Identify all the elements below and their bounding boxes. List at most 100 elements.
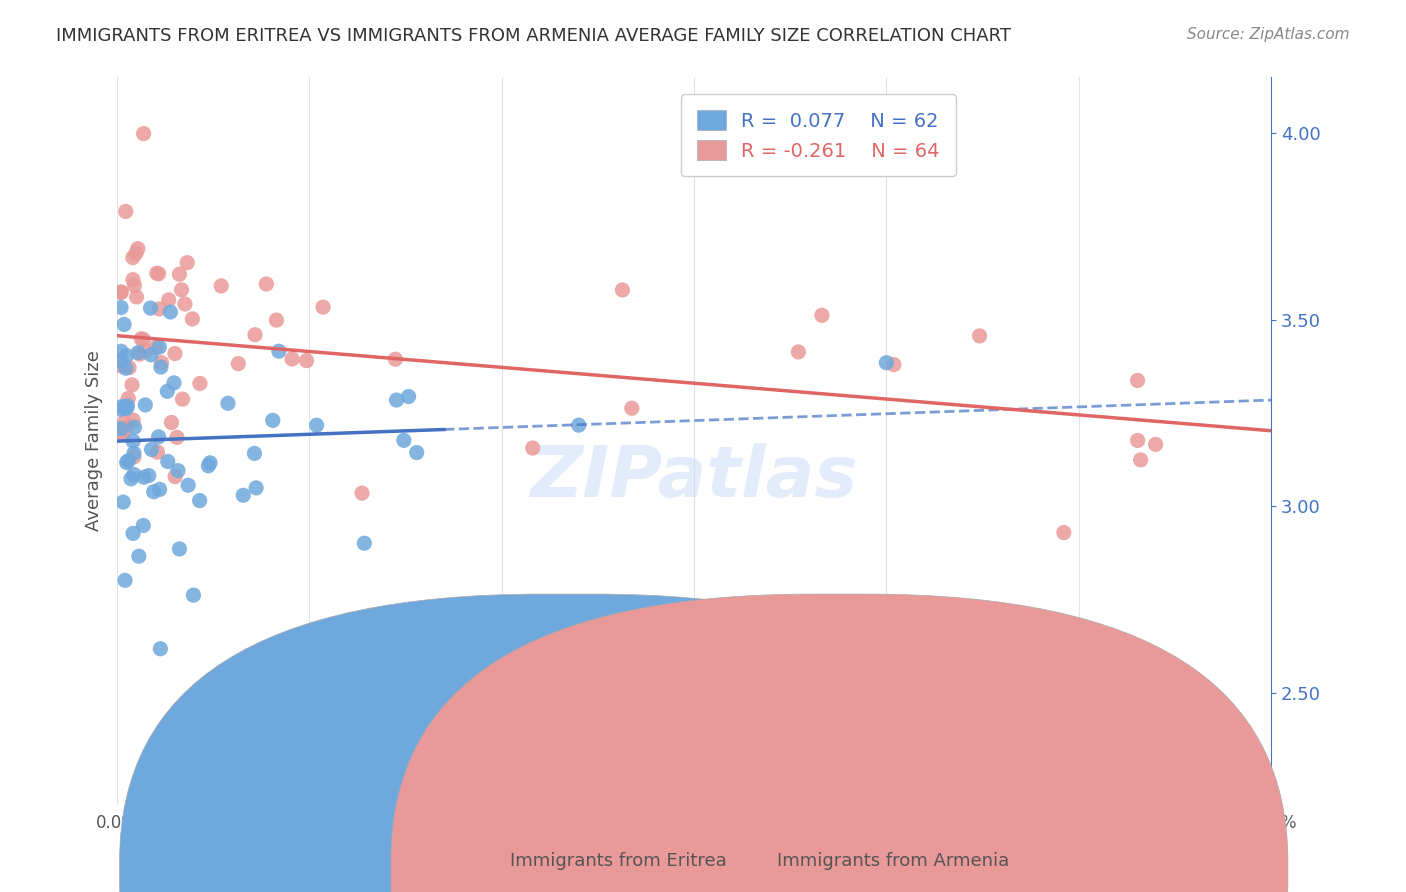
Point xyxy=(156,454,179,468)
Point xyxy=(262,413,284,427)
Point xyxy=(122,446,145,460)
Point xyxy=(281,351,304,366)
Point xyxy=(148,267,170,281)
Point xyxy=(110,402,132,417)
Point xyxy=(169,541,191,556)
Point xyxy=(134,398,156,412)
Point xyxy=(149,483,172,497)
Point xyxy=(1126,434,1149,448)
Point xyxy=(134,343,156,358)
Point xyxy=(266,313,288,327)
Text: Immigrants from Eritrea: Immigrants from Eritrea xyxy=(510,852,727,870)
Point xyxy=(115,420,138,434)
Point xyxy=(122,450,145,464)
Point xyxy=(139,348,162,362)
Point xyxy=(132,332,155,346)
Point xyxy=(156,384,179,399)
Point xyxy=(132,470,155,484)
Point xyxy=(124,420,146,434)
Point xyxy=(122,413,145,427)
Point xyxy=(188,493,211,508)
Point xyxy=(188,376,211,391)
Point xyxy=(117,392,139,406)
Point xyxy=(111,400,134,414)
Point xyxy=(122,526,145,541)
Point xyxy=(197,458,219,473)
Text: ZIPatlas: ZIPatlas xyxy=(530,443,858,512)
Point xyxy=(398,390,420,404)
Point xyxy=(160,416,183,430)
Point xyxy=(142,484,165,499)
Point xyxy=(172,392,194,406)
Point xyxy=(132,518,155,533)
Point xyxy=(117,454,139,468)
Point xyxy=(183,588,205,602)
Point xyxy=(125,246,148,260)
Point xyxy=(125,290,148,304)
Point xyxy=(110,422,132,436)
Text: IMMIGRANTS FROM ERITREA VS IMMIGRANTS FROM ARMENIA AVERAGE FAMILY SIZE CORRELATI: IMMIGRANTS FROM ERITREA VS IMMIGRANTS FR… xyxy=(56,27,1011,45)
Point xyxy=(138,468,160,483)
Point xyxy=(115,455,138,469)
Point xyxy=(120,472,142,486)
Point xyxy=(148,340,170,354)
Point xyxy=(132,127,155,141)
Point xyxy=(267,344,290,359)
Point xyxy=(384,352,406,367)
Point xyxy=(110,344,132,359)
Point xyxy=(110,426,132,441)
Point xyxy=(165,469,187,483)
Point xyxy=(114,361,136,376)
Point xyxy=(111,427,134,442)
Point xyxy=(128,347,150,361)
Point xyxy=(167,464,190,478)
Point xyxy=(117,399,139,413)
Point xyxy=(150,356,173,370)
Point xyxy=(350,486,373,500)
Point xyxy=(141,442,163,457)
Point xyxy=(405,445,427,459)
Point xyxy=(176,255,198,269)
Point xyxy=(110,353,132,368)
Point xyxy=(122,273,145,287)
Point xyxy=(254,277,277,291)
Point xyxy=(146,266,169,280)
Point xyxy=(295,353,318,368)
Point xyxy=(166,430,188,444)
Point xyxy=(128,549,150,564)
Point xyxy=(353,536,375,550)
Point xyxy=(232,488,254,502)
Point xyxy=(1144,437,1167,451)
Point xyxy=(217,396,239,410)
Point xyxy=(110,359,132,373)
Point xyxy=(146,445,169,459)
Legend: R =  0.077    N = 62, R = -0.261    N = 64: R = 0.077 N = 62, R = -0.261 N = 64 xyxy=(681,95,956,177)
Point xyxy=(226,357,249,371)
Point xyxy=(305,418,328,433)
Point xyxy=(568,418,591,433)
Point xyxy=(875,356,897,370)
Point xyxy=(392,434,415,448)
Point xyxy=(118,360,141,375)
Point xyxy=(170,283,193,297)
Point xyxy=(115,349,138,363)
Point xyxy=(148,430,170,444)
Point xyxy=(169,267,191,281)
Point xyxy=(312,300,335,314)
Point xyxy=(787,345,810,359)
Point xyxy=(114,204,136,219)
Point xyxy=(112,318,135,332)
Point xyxy=(122,434,145,449)
Point xyxy=(174,297,197,311)
Y-axis label: Average Family Size: Average Family Size xyxy=(86,351,103,532)
Point xyxy=(115,401,138,416)
Point xyxy=(157,293,180,307)
Point xyxy=(127,345,149,359)
Point xyxy=(163,376,186,390)
Point xyxy=(110,285,132,299)
Point xyxy=(177,478,200,492)
Point xyxy=(522,441,544,455)
Point xyxy=(121,251,143,265)
Point xyxy=(145,340,167,354)
Point xyxy=(1129,453,1152,467)
